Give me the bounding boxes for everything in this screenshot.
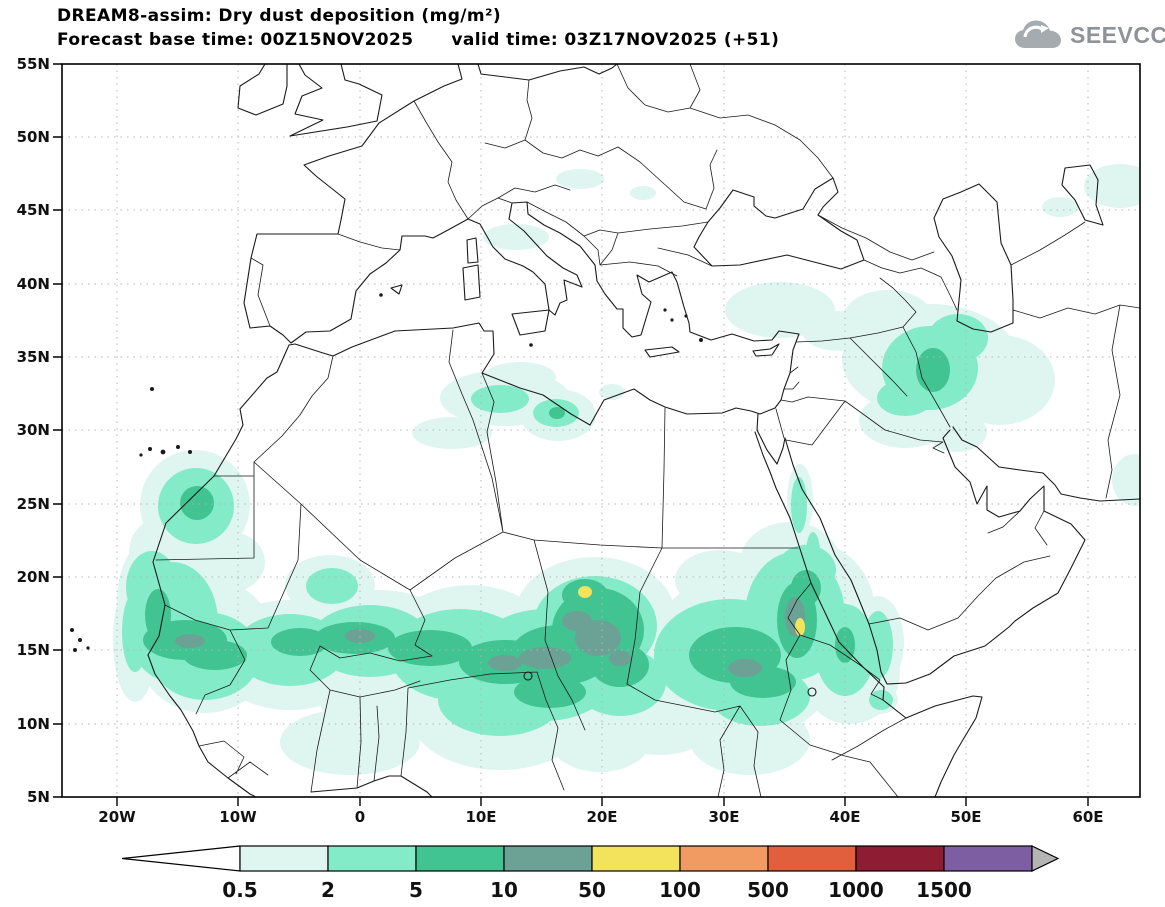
- colorbar-segment: [943, 845, 1033, 872]
- dust-shading-level-10: [175, 597, 805, 677]
- colorbar-labels: 0.5 2 5 10 50 100 500 1000 1500: [222, 878, 972, 902]
- colorbar-segment: [503, 845, 593, 872]
- cloud-logo-icon: [1015, 20, 1061, 48]
- colorbar-segment: [415, 845, 505, 872]
- lon-label: 30E: [708, 808, 739, 826]
- latitude-axis: 55N 50N 45N 40N 35N 30N 25N 20N 15N 10N …: [17, 55, 50, 806]
- lat-label: 15N: [17, 641, 50, 659]
- lat-label: 40N: [17, 275, 50, 293]
- colorbar-segment: [239, 845, 329, 872]
- country-borders: [155, 64, 1140, 797]
- lat-label: 35N: [17, 348, 50, 366]
- longitude-axis: 20W 10W 0 10E 20E 30E 40E 50E 60E: [98, 808, 1103, 826]
- colorbar-value: 5: [409, 878, 423, 902]
- colorbar-value: 10: [490, 878, 518, 902]
- lat-label: 20N: [17, 568, 50, 586]
- lat-label: 5N: [27, 788, 50, 806]
- lon-label: 10E: [465, 808, 496, 826]
- colorbar-legend: [121, 845, 1060, 872]
- colorbar-segment: [591, 845, 681, 872]
- plot-title: DREAM8-assim: Dry dust deposition (mg/m²…: [57, 6, 502, 26]
- logo-text: SEEVCCC: [1070, 21, 1165, 48]
- lat-label: 30N: [17, 421, 50, 439]
- colorbar-arrow-right: [1031, 845, 1060, 872]
- colorbar-value: 1500: [916, 878, 972, 902]
- lon-label: 20E: [586, 808, 617, 826]
- colorbar-value: 50: [578, 878, 606, 902]
- lon-label: 50E: [950, 808, 981, 826]
- axis-ticks: [53, 63, 1089, 806]
- lon-label: 10W: [219, 808, 257, 826]
- lon-label: 60E: [1072, 808, 1103, 826]
- colorbar-segment: [767, 845, 857, 872]
- colorbar-value: 100: [659, 878, 701, 902]
- dust-shading-level-5: [143, 348, 950, 708]
- lon-label: 20W: [98, 808, 136, 826]
- colorbar-value: 0.5: [222, 878, 257, 902]
- lon-label: 0: [355, 808, 365, 826]
- lat-label: 45N: [17, 201, 50, 219]
- seevccc-logo: SEEVCCC: [1012, 18, 1165, 52]
- lat-label: 50N: [17, 128, 50, 146]
- colorbar-value: 2: [321, 878, 335, 902]
- colorbar-value: 500: [747, 878, 789, 902]
- small-islands: [70, 293, 703, 652]
- colorbar-segment: [679, 845, 769, 872]
- lon-label: 40E: [829, 808, 860, 826]
- colorbar-segment: [327, 845, 417, 872]
- lat-label: 55N: [17, 55, 50, 73]
- lat-label: 10N: [17, 715, 50, 733]
- colorbar-value: 1000: [828, 878, 884, 902]
- colorbar-arrow-left: [121, 845, 241, 872]
- plot-subtitle: Forecast base time: 00Z15NOV2025 valid t…: [57, 30, 780, 50]
- lat-label: 25N: [17, 495, 50, 513]
- colorbar-segment: [855, 845, 945, 872]
